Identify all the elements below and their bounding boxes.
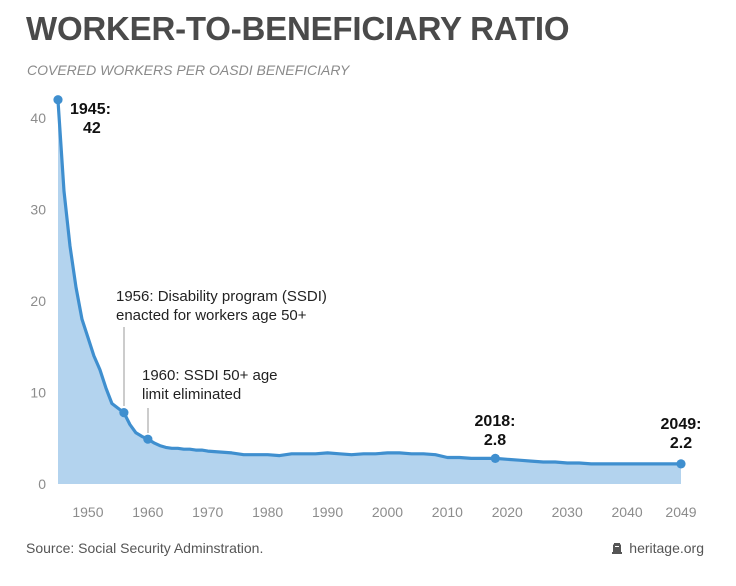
annotation-marker — [119, 408, 129, 418]
x-tick-label: 1990 — [312, 504, 343, 520]
area-fill — [58, 100, 681, 484]
chart-title: WORKER-TO-BENEFICIARY RATIO — [26, 10, 570, 47]
annotation-layer: 1945: 42 1956: Disability program (SSDI) en… — [53, 95, 702, 469]
annotation-text: 1956: Disability program (SSDI) — [116, 288, 327, 305]
heritage-bell-icon — [612, 542, 623, 554]
x-tick-label: 2049 — [665, 504, 696, 520]
series-line — [56, 100, 681, 466]
annotation-marker — [53, 95, 63, 105]
annotation-text: 2.8 — [484, 432, 506, 449]
y-tick-label: 0 — [38, 476, 46, 492]
x-tick-label: 1970 — [192, 504, 223, 520]
annotation-marker — [143, 434, 153, 444]
x-tick-label: 2030 — [552, 504, 583, 520]
line-layer — [56, 100, 681, 466]
annotation-text: 1960: SSDI 50+ age — [142, 367, 278, 384]
chart-subtitle: COVERED WORKERS PER OASDI BENEFICIARY — [27, 62, 350, 78]
area-layer — [58, 100, 681, 484]
y-tick-label: 40 — [30, 110, 46, 126]
y-tick-label: 20 — [30, 293, 46, 309]
x-axis-ticks: 1950 1960 1970 1980 1990 2000 2010 2020 2030 2040… — [72, 504, 696, 520]
x-tick-label: 2010 — [432, 504, 463, 520]
brand-credit[interactable]: heritage.org — [611, 540, 704, 556]
source-note: Source: Social Security Adminstration. — [26, 540, 264, 556]
annotation-text: 2018: — [475, 413, 516, 430]
x-tick-label: 1960 — [132, 504, 163, 520]
y-tick-label: 30 — [30, 202, 46, 218]
x-tick-label: 2020 — [492, 504, 523, 520]
annotation-marker — [676, 459, 686, 469]
y-axis-ticks: 0 10 20 30 40 — [30, 110, 46, 492]
annotation-text: 1945: — [70, 101, 111, 118]
x-tick-label: 2040 — [612, 504, 643, 520]
annotation-text: enacted for workers age 50+ — [116, 307, 307, 324]
x-tick-label: 1950 — [72, 504, 103, 520]
y-tick-label: 10 — [30, 385, 46, 401]
x-tick-label: 2000 — [372, 504, 403, 520]
x-tick-label: 1980 — [252, 504, 283, 520]
annotation-text: 2.2 — [670, 435, 692, 452]
annotation-text: 2049: — [661, 416, 702, 433]
annotation-text: 42 — [83, 120, 101, 137]
annotation-marker — [490, 453, 500, 463]
brand-label: heritage.org — [629, 540, 704, 556]
annotation-text: limit eliminated — [142, 386, 241, 403]
